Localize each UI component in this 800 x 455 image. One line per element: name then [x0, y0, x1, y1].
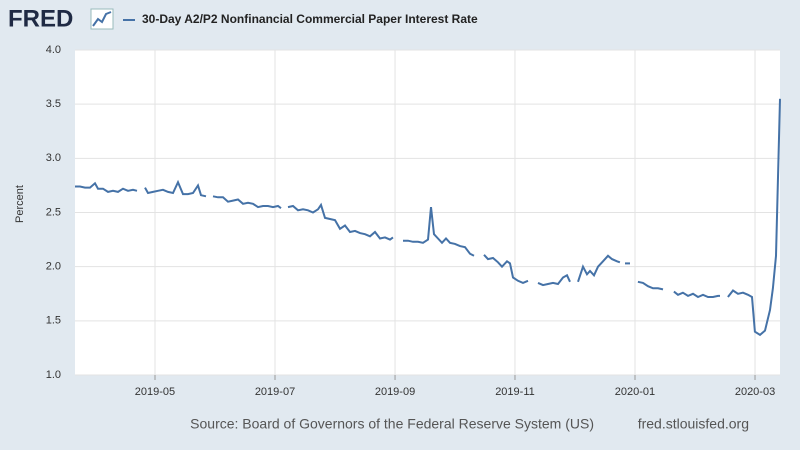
y-tick-label: 2.5: [46, 206, 61, 218]
line-series: [537, 273, 571, 287]
y-tick-label: 3.0: [46, 152, 61, 164]
line-series: [75, 181, 138, 193]
line-series: [403, 206, 475, 257]
source-note: Source: Board of Governors of the Federa…: [190, 416, 594, 432]
logo-icon: [90, 8, 114, 30]
line-series: [727, 98, 781, 337]
x-tick-label: 2019-07: [255, 386, 295, 398]
y-tick-label: 1.0: [46, 369, 61, 381]
x-tick-label: 2020-01: [615, 386, 655, 398]
y-tick-label: 2.0: [46, 261, 61, 273]
logo: FRED: [8, 5, 73, 32]
line-series: [673, 290, 720, 299]
legend-label: 30-Day A2/P2 Nonfinancial Commercial Pap…: [142, 12, 478, 26]
line-series: [637, 280, 664, 291]
line-series: [577, 254, 621, 283]
x-tick-label: 2019-05: [135, 386, 175, 398]
y-tick-label: 1.5: [46, 315, 61, 327]
x-tick-label: 2019-11: [495, 386, 535, 398]
line-series: [287, 202, 394, 241]
site-link: fred.stlouisfed.org: [638, 416, 749, 432]
y-tick-label: 3.5: [46, 98, 61, 110]
y-tick-label: 4.0: [46, 44, 61, 56]
x-tick-label: 2020-03: [735, 386, 775, 398]
line-series: [144, 179, 207, 198]
x-tick-label: 2019-09: [375, 386, 415, 398]
line-series: [483, 254, 529, 284]
line-series: [212, 195, 282, 210]
y-axis-title: Percent: [14, 185, 26, 223]
